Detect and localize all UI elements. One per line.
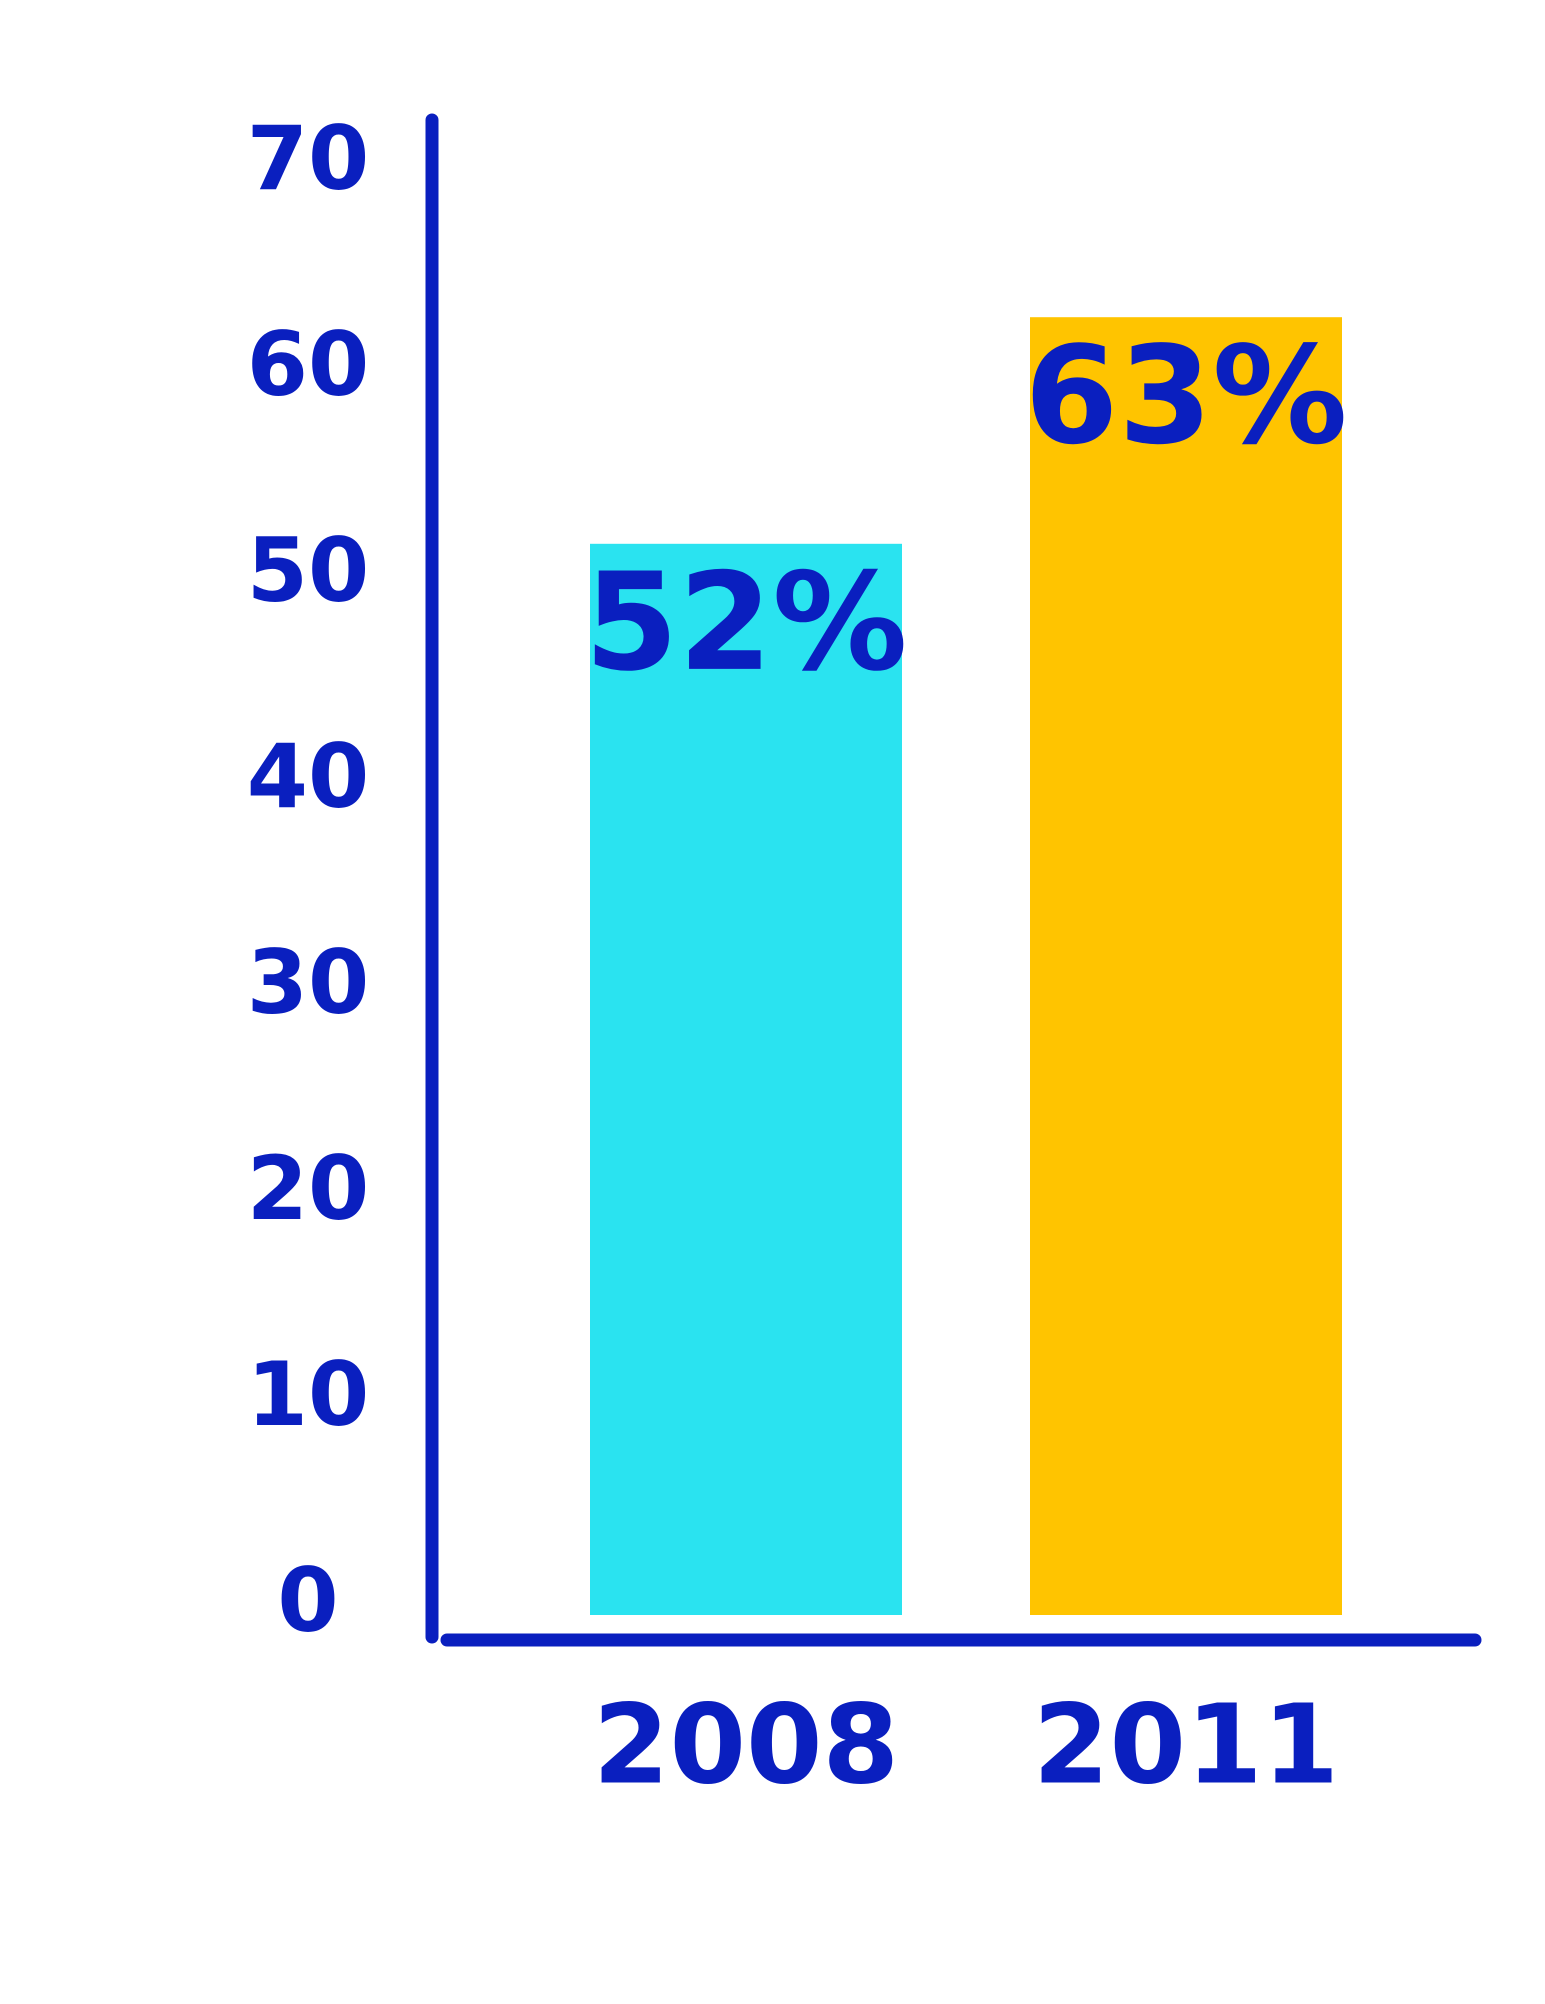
y-tick-label: 70 (247, 107, 369, 210)
value-label: 52% (584, 544, 907, 701)
x-tick-label: 2011 (1033, 1680, 1339, 1808)
y-tick-label: 60 (247, 313, 369, 416)
y-tick-label: 10 (247, 1343, 369, 1446)
y-tick-label: 50 (247, 519, 369, 622)
y-tick-label: 40 (247, 725, 369, 828)
y-tick-label: 0 (277, 1549, 338, 1652)
y-tick-label: 20 (247, 1137, 369, 1240)
y-tick-label: 30 (247, 931, 369, 1034)
x-tick-label: 2008 (593, 1680, 899, 1808)
value-label: 63% (1024, 317, 1347, 474)
bar (1030, 317, 1342, 1616)
bar (590, 543, 902, 1615)
